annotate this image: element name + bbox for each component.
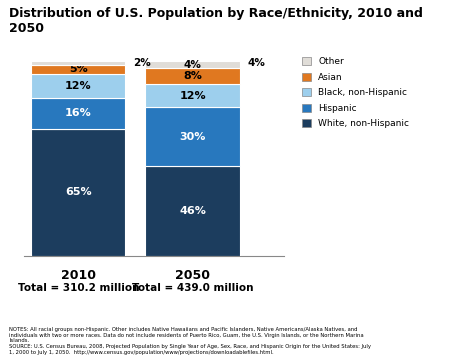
Bar: [31, 129, 126, 256]
Text: Distribution of U.S. Population by Race/Ethnicity, 2010 and
2050: Distribution of U.S. Population by Race/…: [9, 7, 423, 35]
Text: 4%: 4%: [183, 60, 201, 70]
Bar: [31, 98, 126, 129]
Bar: [146, 166, 240, 256]
Bar: [31, 61, 126, 65]
Text: 8%: 8%: [183, 71, 202, 81]
Text: 12%: 12%: [179, 91, 206, 101]
Text: 2010: 2010: [61, 269, 96, 282]
Text: 5%: 5%: [69, 65, 88, 75]
Text: 2%: 2%: [133, 58, 151, 68]
Text: Total = 439.0 million: Total = 439.0 million: [132, 283, 253, 293]
Bar: [31, 74, 126, 98]
Text: 2050: 2050: [175, 269, 210, 282]
Text: 46%: 46%: [179, 206, 206, 216]
Text: 4%: 4%: [247, 58, 265, 68]
Legend: Other, Asian, Black, non-Hispanic, Hispanic, White, non-Hispanic: Other, Asian, Black, non-Hispanic, Hispa…: [302, 58, 409, 128]
Text: 16%: 16%: [65, 108, 91, 118]
Bar: [146, 61, 240, 69]
Bar: [146, 84, 240, 108]
Text: 65%: 65%: [65, 187, 91, 197]
Text: 30%: 30%: [179, 132, 206, 142]
Bar: [146, 108, 240, 166]
Text: NOTES: All racial groups non-Hispanic. Other includes Native Hawaiians and Pacif: NOTES: All racial groups non-Hispanic. O…: [9, 327, 372, 355]
Text: Total = 310.2 million: Total = 310.2 million: [18, 283, 139, 293]
Bar: [31, 65, 126, 74]
Bar: [146, 69, 240, 84]
Text: 12%: 12%: [65, 81, 91, 91]
